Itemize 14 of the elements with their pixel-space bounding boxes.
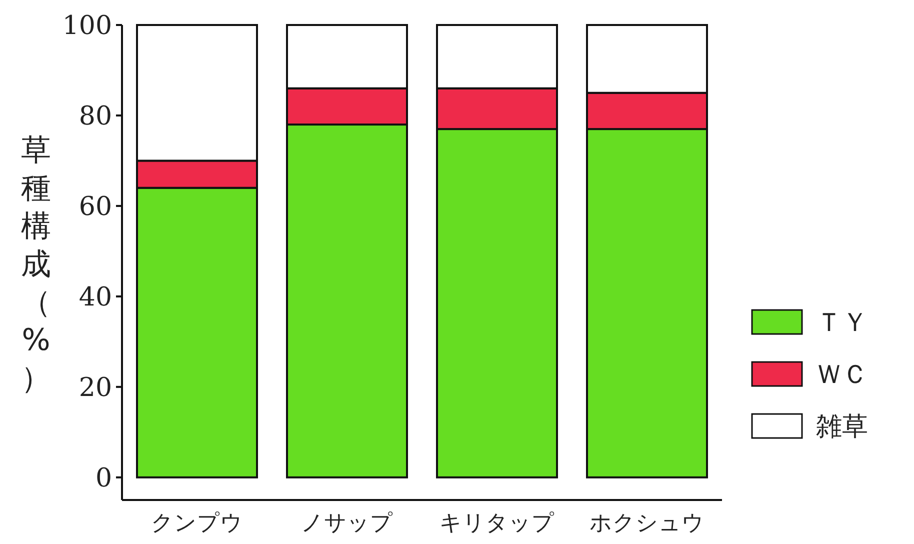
x-tick-label: ホクシュウ bbox=[590, 511, 704, 536]
y-tick-label: 60 bbox=[78, 192, 112, 222]
y-tick-label: 100 bbox=[62, 11, 112, 41]
legend-label: ＴＹ bbox=[816, 308, 868, 338]
x-tick-label: クンプウ bbox=[151, 511, 243, 536]
legend-label: 雑草 bbox=[816, 412, 868, 442]
legend-label: ＷＣ bbox=[816, 360, 868, 390]
y-tick-label: 0 bbox=[95, 463, 112, 494]
y-axis-title: 草種構成（%） bbox=[21, 133, 51, 396]
x-tick-label: ノサップ bbox=[301, 511, 393, 536]
y-tick-label: 40 bbox=[78, 282, 112, 312]
x-tick-label: キリタップ bbox=[440, 511, 554, 536]
y-tick-label: 20 bbox=[78, 372, 112, 403]
y-tick-label: 80 bbox=[78, 101, 112, 132]
